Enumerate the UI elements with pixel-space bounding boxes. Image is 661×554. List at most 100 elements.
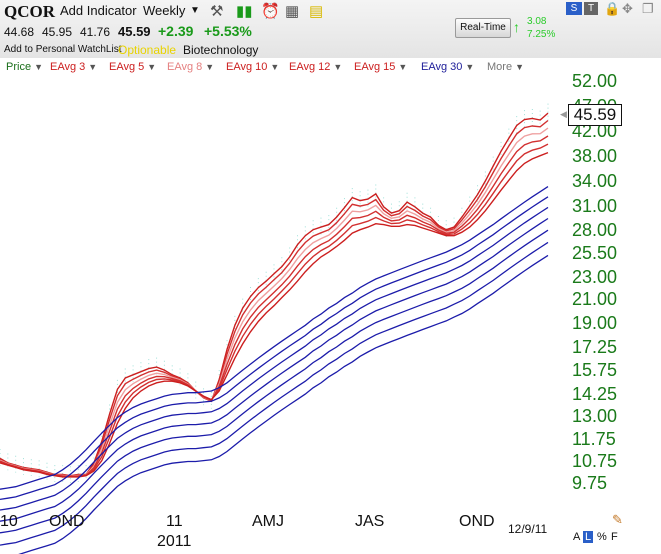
- chevron-down-icon: ▼: [398, 62, 408, 72]
- legend-item[interactable]: EAvg 8 ▼: [167, 61, 214, 73]
- legend-item[interactable]: EAvg 3 ▼: [50, 61, 97, 73]
- add-indicator-menu[interactable]: Add Indicator: [60, 3, 137, 18]
- legend-label: EAvg 30: [421, 61, 463, 73]
- date-label: 12/9/11: [508, 522, 548, 536]
- x-tick-label: 2011: [157, 533, 192, 550]
- y-tick-label: 11.75: [572, 429, 616, 449]
- chart-header: QCOR Add Indicator Weekly ▼ ⚒ ▮▮ ⏰ ▦ ▤ S…: [0, 0, 661, 58]
- chevron-down-icon[interactable]: ▼: [190, 5, 200, 16]
- price-chart: [0, 103, 549, 554]
- legend-label: EAvg 3: [50, 61, 86, 73]
- legend-label: Price: [6, 61, 32, 73]
- y-tick-label: 42.00: [572, 121, 618, 141]
- restore-window-icon[interactable]: ❐: [642, 1, 654, 16]
- ema-8-line: [0, 127, 549, 477]
- quote-low: 41.76: [80, 25, 111, 39]
- quote-high: 45.95: [42, 25, 73, 39]
- ema-long-line: [0, 241, 549, 546]
- chevron-left-icon: ◀: [560, 109, 567, 119]
- legend-item[interactable]: EAvg 12 ▼: [289, 61, 342, 73]
- y-tick-label: 10.75: [572, 451, 618, 471]
- y-tick-label: 28.00: [572, 220, 618, 240]
- realtime-change: 3.08: [527, 16, 547, 27]
- ema-10-line: [0, 135, 549, 478]
- quote-change: +2.39: [158, 23, 194, 39]
- scale-log-button[interactable]: L: [583, 531, 594, 543]
- chevron-down-icon: ▼: [88, 62, 98, 72]
- ema-15-line: [0, 151, 549, 478]
- notes-icon[interactable]: ▤: [309, 3, 324, 20]
- chevron-down-icon: ▼: [515, 62, 524, 72]
- indicator-legend: Price ▼ EAvg 3 ▼ EAvg 5 ▼ EAvg 8 ▼ EAvg 10 ▼ EAvg …: [0, 58, 661, 76]
- x-tick-label: 10: [0, 513, 18, 530]
- quote-open: 44.68: [4, 25, 35, 39]
- quote-last: 45.59: [118, 24, 151, 39]
- legend-item[interactable]: EAvg 15 ▼: [354, 61, 407, 73]
- scale-percent-button[interactable]: %: [597, 531, 607, 543]
- add-to-watchlist-link[interactable]: Add to Personal WatchList: [4, 44, 122, 55]
- text-button[interactable]: T: [584, 2, 598, 15]
- ema-long-line: [0, 196, 549, 501]
- chevron-down-icon: ▼: [147, 62, 157, 72]
- alarm-clock-icon[interactable]: ⏰: [261, 3, 280, 20]
- legend-item[interactable]: EAvg 30 ▼: [421, 61, 474, 73]
- y-tick-label: 13.00: [572, 406, 618, 426]
- calculator-icon[interactable]: ▦: [285, 3, 300, 20]
- chevron-down-icon: ▼: [270, 62, 280, 72]
- share-button[interactable]: S: [566, 2, 582, 15]
- y-tick-label: 17.25: [572, 337, 618, 357]
- ema-long-line: [0, 229, 549, 534]
- period-select[interactable]: Weekly: [143, 3, 186, 18]
- ema-3-line: [0, 112, 549, 477]
- ema-long-line: [0, 186, 549, 490]
- y-tick-label: 14.25: [572, 384, 618, 404]
- optionable-label: Optionable: [118, 43, 177, 57]
- y-tick-label: 23.00: [572, 267, 618, 287]
- legend-item[interactable]: Price ▼: [6, 61, 43, 73]
- chevron-down-icon: ▼: [333, 62, 343, 72]
- chevron-down-icon: ▼: [34, 62, 43, 72]
- y-tick-label: 9.75: [572, 473, 608, 493]
- ema-12-line: [0, 143, 549, 478]
- legend-label: EAvg 8: [167, 61, 203, 73]
- legend-label: EAvg 15: [354, 61, 396, 73]
- legend-label: More: [487, 61, 513, 73]
- ticker-symbol: QCOR: [4, 2, 55, 21]
- draw-pencil-icon[interactable]: ✎: [612, 512, 623, 527]
- scale-auto-button[interactable]: A: [573, 531, 581, 543]
- ema-long-line: [18, 254, 549, 554]
- x-tick-label: OND: [459, 513, 495, 530]
- ema-5-line: [0, 119, 549, 477]
- y-tick-label: 31.00: [572, 196, 618, 216]
- y-tick-label: 21.00: [572, 289, 618, 309]
- chevron-down-icon: ▼: [465, 62, 475, 72]
- y-tick-label: 15.75: [572, 360, 618, 380]
- scale-fit-button[interactable]: F: [611, 531, 618, 543]
- y-tick-label: 34.00: [572, 171, 618, 191]
- legend-item[interactable]: EAvg 5 ▼: [109, 61, 156, 73]
- tools-icon[interactable]: ⚒: [210, 3, 224, 20]
- legend-label: EAvg 12: [289, 61, 331, 73]
- x-tick-label: OND: [49, 513, 85, 530]
- y-tick-label: 25.50: [572, 243, 618, 263]
- arrow-up-icon: ↑: [513, 19, 520, 35]
- chevron-down-icon: ▼: [205, 62, 215, 72]
- bar-chart-icon[interactable]: ▮▮: [236, 3, 253, 20]
- legend-label: EAvg 10: [226, 61, 268, 73]
- lock-icon[interactable]: 🔒: [604, 1, 621, 16]
- legend-item[interactable]: More ▼: [487, 61, 524, 73]
- ema-long-line: [0, 206, 549, 511]
- ema-long-line: [0, 217, 549, 522]
- x-tick-label: JAS: [355, 513, 385, 530]
- quote-change-pct: +5.53%: [204, 23, 252, 39]
- realtime-change-pct: 7.25%: [527, 29, 556, 40]
- y-tick-label: 19.00: [572, 313, 618, 333]
- x-tick-label: 11: [166, 513, 183, 530]
- legend-label: EAvg 5: [109, 61, 145, 73]
- industry-label: Biotechnology: [183, 43, 259, 57]
- legend-item[interactable]: EAvg 10 ▼: [226, 61, 279, 73]
- real-time-button[interactable]: Real-Time: [455, 18, 511, 38]
- move-icon[interactable]: ✥: [622, 1, 633, 16]
- x-tick-label: AMJ: [252, 513, 284, 530]
- y-tick-label: 38.00: [572, 146, 618, 166]
